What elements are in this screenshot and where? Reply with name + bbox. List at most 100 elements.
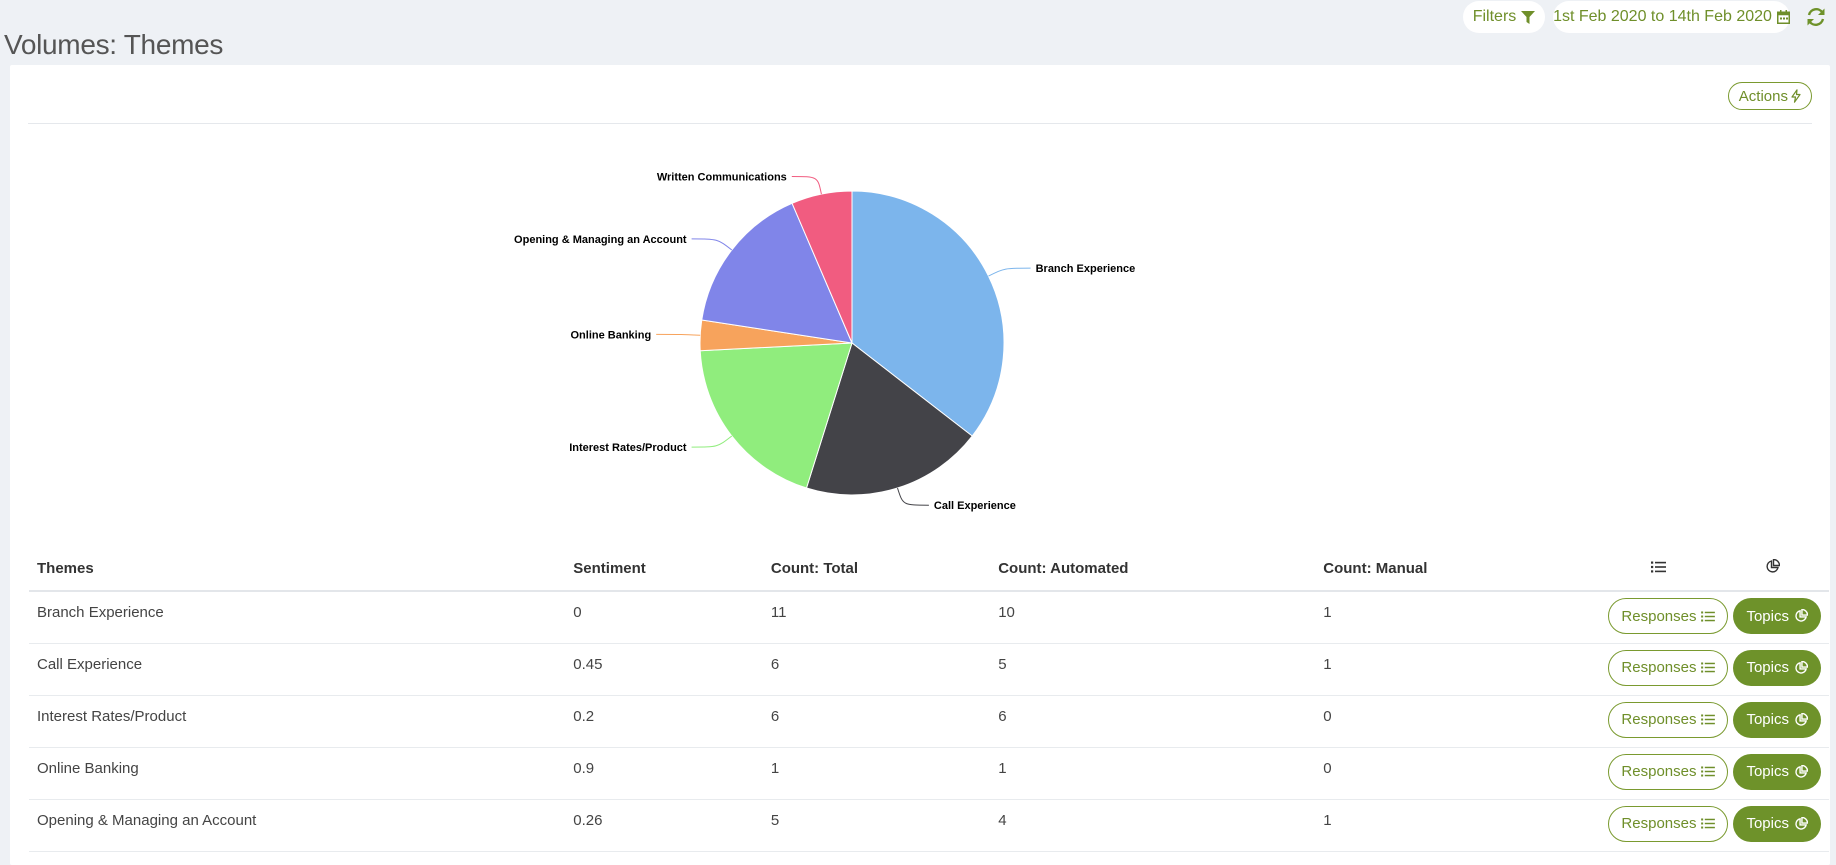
- count-automated-cell: 10: [990, 591, 1316, 644]
- theme-cell: Opening & Managing an Account: [29, 799, 566, 852]
- header-responses-col: [1600, 547, 1717, 592]
- pie-connector: [988, 267, 1031, 277]
- row-actions: Responses Topics: [1600, 695, 1829, 748]
- pie-label: Opening & Managing an Account: [514, 234, 687, 246]
- count-total-cell: 11: [762, 591, 991, 644]
- themes-card: Actions Branch Experience Call Experience…: [10, 65, 1830, 865]
- header-topics-col: [1716, 547, 1829, 592]
- count-automated-cell: 5: [990, 643, 1316, 696]
- pie-label: Branch Experience: [1036, 263, 1136, 275]
- topics-button[interactable]: Topics: [1733, 598, 1821, 634]
- table-row: Call Experience 0.45 6 5 1 Responses Topics: [29, 643, 1829, 696]
- pie-chart-icon: [1795, 609, 1808, 622]
- header-count-total: Count: Total: [762, 547, 991, 592]
- responses-label: Responses: [1621, 659, 1697, 676]
- responses-button[interactable]: Responses: [1608, 701, 1729, 738]
- calendar-icon: [1776, 10, 1790, 24]
- pie-connector: [691, 435, 733, 448]
- topics-label: Topics: [1746, 711, 1789, 728]
- refresh-icon: [1807, 8, 1825, 26]
- row-actions: Responses Topics: [1600, 747, 1829, 800]
- card-header: Actions: [28, 65, 1812, 124]
- pie-connector: [656, 333, 701, 336]
- refresh-button[interactable]: [1805, 6, 1827, 28]
- page-title: Volumes: Themes: [4, 28, 224, 60]
- table-header-row: Themes Sentiment Count: Total Count: Aut…: [29, 547, 1829, 592]
- topics-label: Topics: [1746, 763, 1789, 780]
- header-count-automated: Count: Automated: [990, 547, 1316, 592]
- responses-button[interactable]: Responses: [1608, 649, 1729, 686]
- table-row: Online Banking 0.9 1 1 0 Responses Topics: [29, 747, 1829, 800]
- filters-label: Filters: [1472, 8, 1517, 25]
- theme-cell: Call Experience: [29, 643, 566, 696]
- count-manual-cell: 1: [1315, 591, 1601, 644]
- topics-label: Topics: [1746, 607, 1789, 625]
- responses-label: Responses: [1621, 607, 1697, 625]
- bolt-icon: [1791, 89, 1801, 103]
- actions-label: Actions: [1738, 87, 1788, 105]
- list-icon: [1701, 610, 1716, 622]
- topics-button[interactable]: Topics: [1733, 701, 1821, 738]
- pie-chart-icon: [1795, 764, 1808, 778]
- theme-pie-chart: Branch Experience Call Experience Interest…: [514, 172, 1136, 513]
- pie-slice[interactable]: [851, 190, 1005, 437]
- count-manual-cell: 1: [1315, 643, 1601, 696]
- pie-label: Online Banking: [571, 329, 652, 341]
- theme-cell: Online Banking: [29, 747, 566, 800]
- sentiment-cell: 0.9: [565, 747, 763, 800]
- topics-label: Topics: [1746, 659, 1789, 676]
- responses-button[interactable]: Responses: [1608, 598, 1729, 634]
- count-total-cell: 1: [762, 747, 991, 800]
- filters-button[interactable]: Filters: [1463, 1, 1545, 33]
- list-icon: [1701, 714, 1716, 725]
- responses-button[interactable]: Responses: [1608, 805, 1729, 842]
- header-sentiment: Sentiment: [565, 547, 763, 592]
- table-row: Interest Rates/Product 0.2 6 6 0 Responses Top…: [29, 695, 1829, 748]
- date-range-label: 1st Feb 2020 to 14th Feb 2020: [1553, 8, 1772, 25]
- count-total-cell: 6: [762, 643, 991, 696]
- pie-label: Written Communications: [657, 172, 787, 184]
- actions-button[interactable]: Actions: [1727, 82, 1812, 110]
- pie-slice[interactable]: [701, 202, 853, 344]
- responses-button[interactable]: Responses: [1608, 753, 1729, 790]
- topics-button[interactable]: Topics: [1733, 805, 1821, 842]
- sentiment-cell: 0.2: [565, 695, 763, 748]
- sentiment-cell: 0.26: [565, 799, 763, 852]
- count-manual-cell: 1: [1315, 799, 1601, 852]
- list-icon: [1701, 662, 1716, 673]
- topics-button[interactable]: Topics: [1733, 649, 1821, 686]
- theme-cell: Branch Experience: [29, 591, 566, 644]
- pie-chart-icon: [1795, 660, 1808, 674]
- header-themes: Themes: [29, 547, 566, 592]
- pie-chart-icon: [1795, 712, 1808, 726]
- pie-connector: [691, 238, 733, 251]
- sentiment-cell: 0.45: [565, 643, 763, 696]
- pie-connector: [791, 176, 822, 195]
- row-actions: Responses Topics: [1600, 643, 1829, 696]
- topics-label: Topics: [1746, 815, 1789, 832]
- pie-label: Interest Rates/Product: [569, 442, 687, 454]
- pie-slice[interactable]: [791, 190, 853, 344]
- count-manual-cell: 0: [1315, 747, 1601, 800]
- count-automated-cell: 4: [990, 799, 1316, 852]
- pie-chart-icon: [1795, 816, 1808, 830]
- responses-label: Responses: [1621, 711, 1697, 728]
- header-count-manual: Count: Manual: [1315, 547, 1601, 592]
- pie-connector: [897, 487, 929, 506]
- topics-button[interactable]: Topics: [1733, 753, 1821, 790]
- list-icon: [1650, 561, 1666, 573]
- sentiment-cell: 0: [565, 591, 763, 644]
- responses-label: Responses: [1621, 763, 1697, 780]
- count-total-cell: 5: [762, 799, 991, 852]
- count-automated-cell: 1: [990, 747, 1316, 800]
- responses-label: Responses: [1621, 815, 1697, 832]
- row-actions: Responses Topics: [1600, 799, 1829, 852]
- filter-icon: [1521, 10, 1536, 24]
- date-range-button[interactable]: 1st Feb 2020 to 14th Feb 2020: [1553, 1, 1790, 33]
- count-total-cell: 6: [762, 695, 991, 748]
- themes-table: Themes Sentiment Count: Total Count: Aut…: [29, 547, 1829, 852]
- row-actions: Responses Topics: [1600, 591, 1829, 644]
- table-row: Opening & Managing an Account 0.26 5 4 1 Resp…: [29, 799, 1829, 852]
- pie-chart-icon: [1766, 558, 1781, 573]
- list-icon: [1701, 766, 1716, 777]
